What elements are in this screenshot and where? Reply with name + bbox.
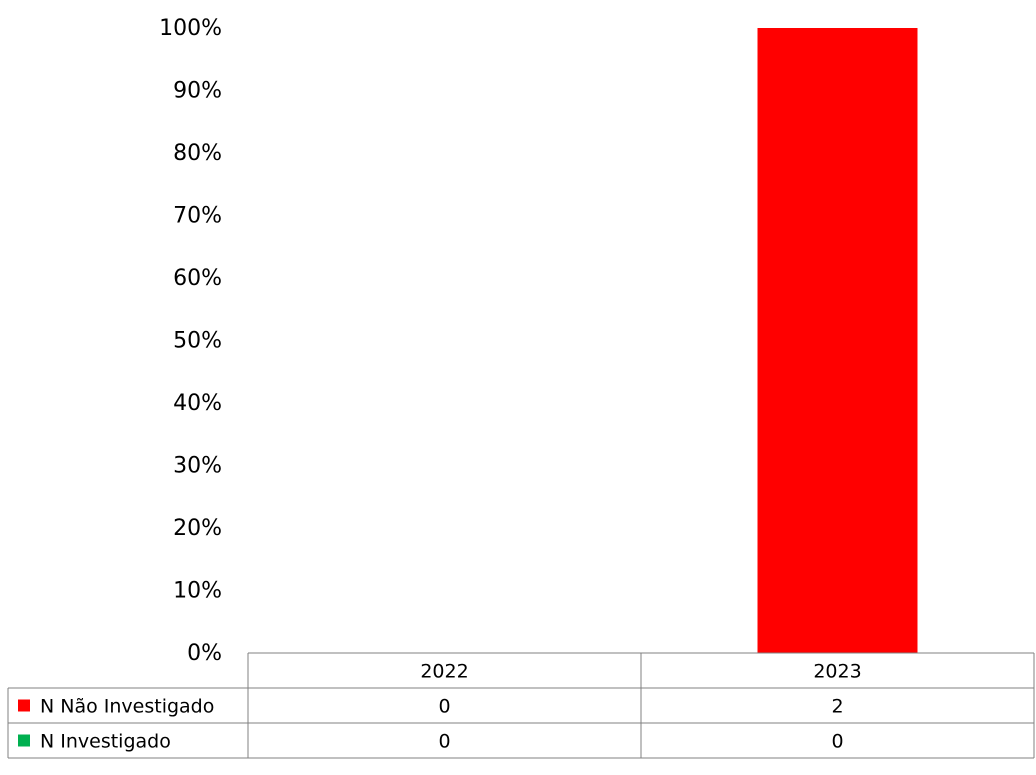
plot-area (757, 28, 918, 653)
y-tick-label: 60% (173, 266, 222, 291)
legend-label: N Investigado (40, 731, 171, 753)
y-tick-label: 0% (187, 641, 222, 666)
y-tick-label: 30% (173, 454, 222, 479)
y-tick-label: 20% (173, 516, 222, 541)
legend-swatch (18, 699, 30, 712)
bar-2023-series-0 (757, 28, 918, 653)
data-table-value: 0 (831, 731, 843, 753)
data-table-value: 0 (438, 731, 450, 753)
data-table-value: 2 (831, 696, 843, 718)
y-tick-label: 40% (173, 391, 222, 416)
y-tick-label: 70% (173, 204, 222, 229)
y-tick-label: 80% (173, 141, 222, 166)
y-tick-label: 100% (159, 16, 222, 41)
y-axis: 0% 10% 20% 30% 40% 50% 60% 70% 80% 90% 100% (159, 16, 222, 666)
y-tick-label: 10% (173, 579, 222, 604)
y-tick-label: 90% (173, 79, 222, 104)
x-category-label: 2023 (813, 661, 861, 683)
x-category-label: 2022 (420, 661, 468, 683)
data-table: 2022 2023 N Não Investigado 0 2 N Investigado… (7, 652, 1035, 759)
legend-swatch (18, 734, 30, 747)
y-tick-label: 50% (173, 329, 222, 354)
legend-label: N Não Investigado (40, 696, 214, 718)
data-table-value: 0 (438, 696, 450, 718)
